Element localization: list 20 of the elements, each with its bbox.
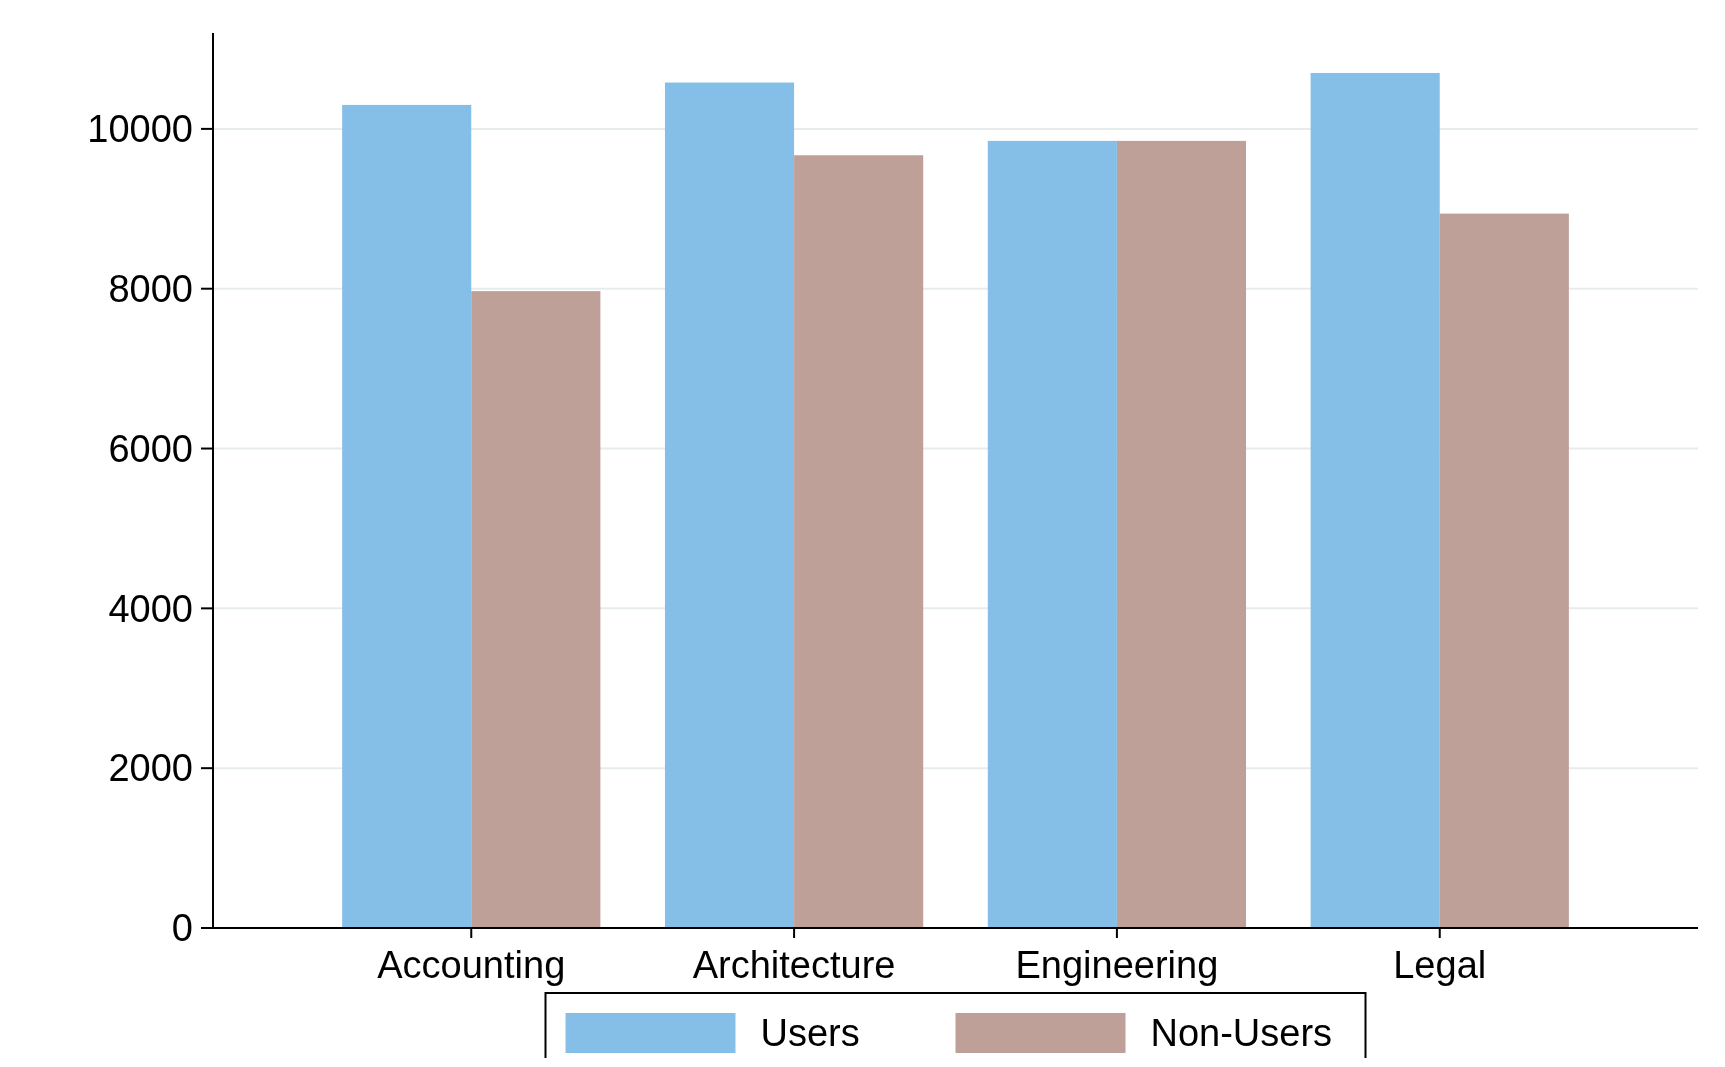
legend-label: Users	[760, 1012, 860, 1055]
y-tick-label: 8000	[108, 268, 193, 311]
bar	[987, 140, 1117, 928]
x-tick-label: Architecture	[692, 944, 896, 986]
bar	[1310, 72, 1440, 928]
bar	[342, 104, 472, 928]
y-tick-label: 10000	[87, 108, 193, 151]
bar	[1439, 213, 1569, 928]
legend-label: Non-Users	[1150, 1012, 1333, 1055]
bar	[794, 155, 924, 928]
y-tick-label: 0	[171, 907, 193, 950]
x-tick-label: Accounting	[377, 944, 566, 986]
x-tick-label: Engineering	[1015, 944, 1219, 986]
x-tick-label: Legal	[1393, 944, 1487, 986]
bar	[1116, 140, 1247, 928]
y-tick-label: 4000	[108, 587, 193, 630]
bar	[664, 82, 795, 928]
bar	[471, 291, 601, 928]
y-tick-label: 2000	[108, 747, 193, 790]
y-tick-label: 6000	[108, 427, 193, 470]
